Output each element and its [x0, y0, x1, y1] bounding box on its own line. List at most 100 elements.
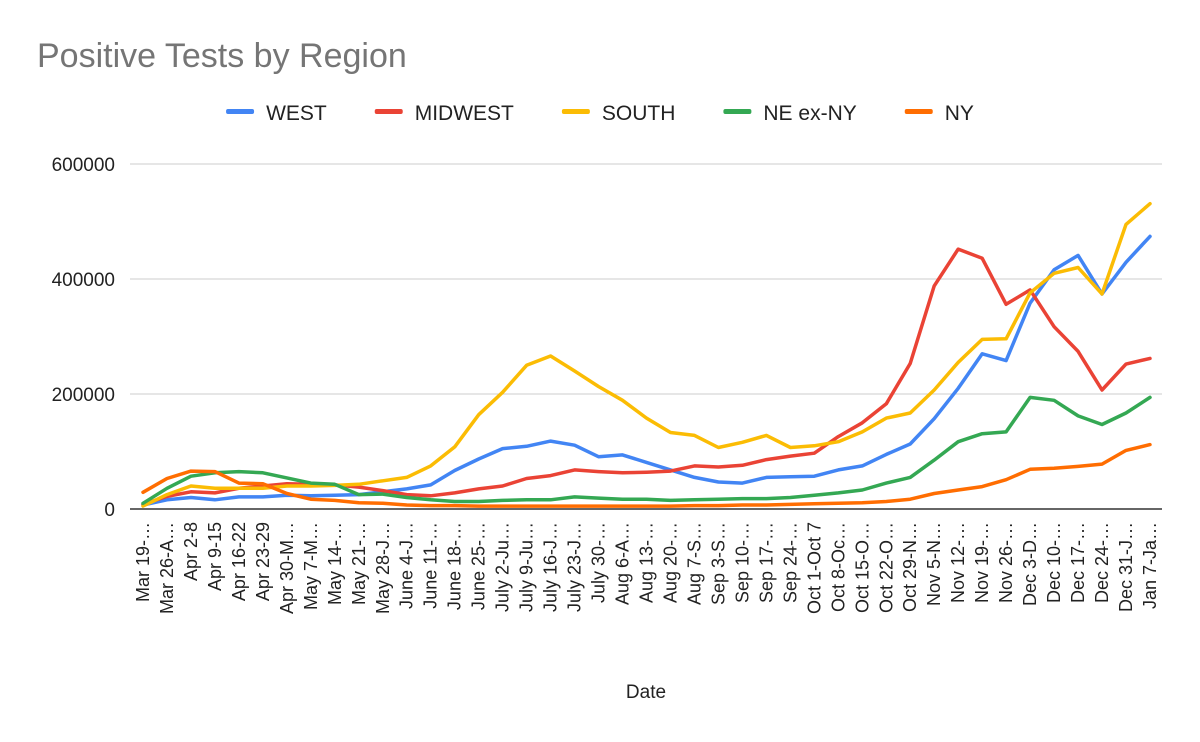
data-point-ny	[787, 501, 793, 507]
series-west	[141, 233, 1153, 507]
data-point-midwest	[763, 457, 769, 463]
data-point-south	[572, 368, 578, 374]
data-point-south	[212, 485, 218, 491]
data-point-ny	[691, 503, 697, 509]
data-point-west	[1147, 233, 1153, 239]
x-tick-label: Sep 24-…	[780, 522, 800, 603]
data-point-midwest	[907, 361, 913, 367]
data-point-south	[1075, 265, 1081, 271]
data-point-ny	[260, 481, 266, 487]
x-tick-label: Oct 22-O…	[876, 522, 896, 613]
data-point-midwest	[500, 483, 506, 489]
data-point-ne-ex-ny	[1075, 413, 1081, 419]
data-point-south	[907, 410, 913, 416]
x-tick-label: Nov 5-N…	[924, 522, 944, 606]
data-point-ny	[428, 503, 434, 509]
x-tick-label: Dec 17-…	[1068, 522, 1088, 603]
data-point-west	[236, 494, 242, 500]
data-point-south	[667, 430, 673, 436]
data-point-midwest	[667, 468, 673, 474]
x-tick-label: Aug 20-…	[660, 522, 680, 603]
data-point-midwest	[931, 283, 937, 289]
data-point-ne-ex-ny	[1123, 410, 1129, 416]
data-point-west	[811, 473, 817, 479]
y-tick-label: 600000	[52, 155, 115, 176]
series-lines	[141, 201, 1153, 509]
data-point-ny	[715, 503, 721, 509]
data-point-ny	[548, 503, 554, 509]
x-tick-label: Apr 16-22	[229, 522, 249, 601]
data-point-west	[404, 486, 410, 492]
data-point-ne-ex-ny	[236, 469, 242, 475]
data-point-midwest	[548, 473, 554, 479]
data-point-west	[691, 474, 697, 480]
data-point-ny	[1027, 466, 1033, 472]
data-point-west	[1003, 358, 1009, 364]
data-point-ny	[500, 503, 506, 509]
data-point-ny	[236, 480, 242, 486]
data-point-west	[500, 446, 506, 452]
x-tick-label: June 11-…	[421, 522, 441, 609]
data-point-west	[739, 480, 745, 486]
y-tick-label: 0	[104, 500, 115, 521]
data-point-ny	[739, 502, 745, 508]
data-point-south	[1003, 336, 1009, 342]
data-point-ne-ex-ny	[811, 492, 817, 498]
x-tick-label: Jan 7-Ja…	[1140, 522, 1160, 609]
data-point-ne-ex-ny	[164, 485, 170, 491]
data-point-ny	[308, 496, 314, 502]
data-point-west	[763, 474, 769, 480]
x-tick-label: June 18-…	[445, 522, 465, 610]
data-point-ny	[1003, 477, 1009, 483]
legend: WEST MIDWEST SOUTH NE ex-NY NY	[226, 102, 974, 125]
data-point-west	[188, 495, 194, 501]
data-point-west	[644, 459, 650, 465]
y-axis-ticks: 0 200000 400000 600000	[52, 155, 115, 521]
data-point-midwest	[620, 470, 626, 476]
x-tick-label: May 7-M…	[301, 522, 321, 610]
data-point-west	[548, 438, 554, 444]
data-point-south	[691, 432, 697, 438]
data-point-ne-ex-ny	[644, 496, 650, 502]
data-point-ny	[1051, 465, 1057, 471]
legend-label: WEST	[266, 102, 327, 125]
data-point-west	[979, 351, 985, 357]
legend-swatch	[374, 109, 403, 114]
data-point-midwest	[859, 420, 865, 426]
data-point-ny	[404, 502, 410, 508]
data-point-south	[476, 412, 482, 418]
data-point-ny	[955, 487, 961, 493]
data-point-midwest	[787, 453, 793, 459]
data-point-ny	[620, 503, 626, 509]
data-point-ny	[188, 468, 194, 474]
legend-swatch	[723, 109, 752, 114]
legend-label: NY	[945, 102, 974, 125]
series-line-midwest	[141, 247, 1152, 507]
data-point-west	[332, 492, 338, 498]
data-point-south	[548, 353, 554, 359]
data-point-ne-ex-ny	[356, 492, 362, 498]
data-point-midwest	[1003, 301, 1009, 307]
series-line-south	[141, 201, 1152, 508]
data-point-west	[859, 463, 865, 469]
data-point-ny	[1099, 461, 1105, 467]
x-tick-label: July 30-…	[589, 522, 609, 603]
data-point-south	[811, 443, 817, 449]
data-point-ne-ex-ny	[979, 431, 985, 437]
x-tick-label: May 28-J…	[373, 522, 393, 614]
data-point-ny	[476, 503, 482, 509]
x-tick-label: July 16-J…	[541, 522, 561, 612]
data-point-south	[620, 397, 626, 403]
data-point-ny	[859, 500, 865, 506]
x-tick-label: Oct 8-Oc…	[828, 522, 848, 612]
data-point-west	[1027, 300, 1033, 306]
data-point-ne-ex-ny	[1147, 394, 1153, 400]
data-point-midwest	[644, 469, 650, 475]
data-point-ny	[811, 501, 817, 507]
x-tick-label: Nov 26-…	[996, 522, 1016, 603]
data-point-midwest	[572, 467, 578, 473]
data-point-south	[284, 483, 290, 489]
x-tick-label: Oct 15-O…	[852, 522, 872, 613]
data-point-west	[572, 442, 578, 448]
